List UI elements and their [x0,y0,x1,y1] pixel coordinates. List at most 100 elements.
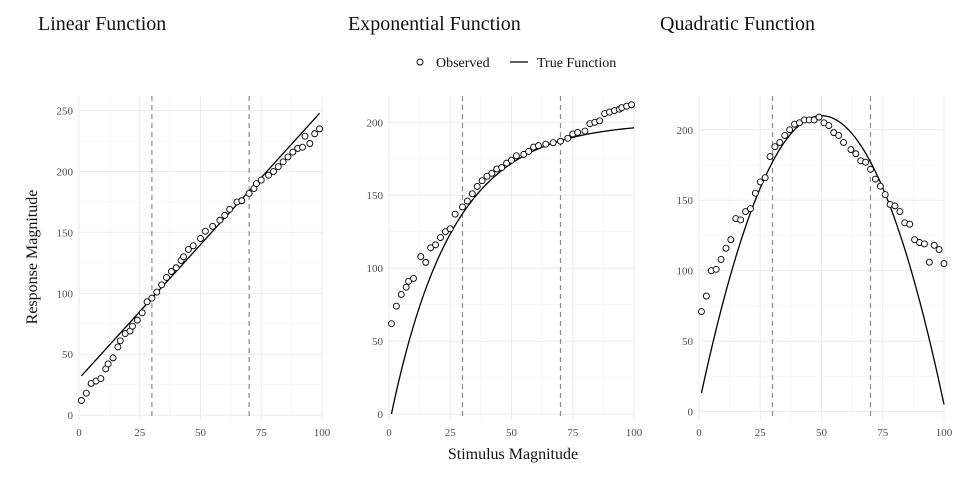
observed-point [265,171,272,179]
y-tick-label: 150 [57,227,74,239]
x-tick-label: 75 [877,427,889,439]
observed-point [747,205,754,213]
observed-point [596,117,604,125]
y-tick-label: 200 [367,117,384,129]
y-axis-title: Response Magnitude [24,190,41,325]
observed-point [226,205,234,213]
observed-point [542,140,550,148]
y-tick-label: 0 [688,407,694,419]
observed-point [786,126,794,134]
observed-point [163,274,170,281]
observed-point [628,101,635,109]
x-tick-label: 0 [386,427,392,439]
observed-point [766,153,774,161]
observed-point [82,389,90,397]
observed-point [427,244,435,252]
observed-point [468,190,476,198]
observed-point [129,322,136,330]
observed-point [862,158,870,166]
observed-point [422,258,430,266]
y-tick-label: 0 [68,410,74,422]
observed-point [158,281,166,289]
y-tick-label: 100 [57,288,74,300]
panel-title-quadratic: Quadratic Function [660,13,815,35]
true-function-line-linear [80,112,321,377]
observed-point [97,375,105,383]
observed-point [574,129,582,136]
observed-point [815,113,823,121]
panel-title-exponential: Exponential Function [348,13,521,35]
observed-point [930,241,938,249]
observed-point [702,292,710,300]
x-axis-title: Stimulus Magnitude [448,446,578,463]
panel-title-linear: Linear Function [38,13,166,35]
observed-point [717,255,725,263]
observed-point [840,139,847,146]
x-tick-label: 50 [816,427,828,439]
observed-point [698,308,705,315]
legend-observed-label: Observed [436,56,490,71]
observed-point [289,148,297,156]
observed-point [751,189,759,197]
observed-point [564,134,572,142]
observed-point [209,222,217,230]
observed-point [876,182,884,190]
observed-point [143,298,151,306]
x-tick-label: 100 [314,427,331,439]
observed-point [167,267,175,275]
observed-point [535,142,542,150]
panel-exponential: 0 25 50 75 100 0 50 100 150 200 [367,96,643,439]
observed-point [925,258,933,266]
observed-point [397,291,405,298]
y-tick-label: 150 [677,195,694,207]
observed-point [402,283,410,291]
y-tick-label: 100 [677,266,694,278]
y-tick-label: 100 [367,263,384,275]
observed-point [871,175,879,183]
observed-point [216,216,224,224]
x-tick-label: 75 [256,427,268,439]
legend-observed-marker [416,58,424,66]
panel-quadratic: 0 25 50 75 100 0 50 100 150 200 [677,96,953,439]
observed-point [520,150,528,158]
observed-point [189,242,197,250]
x-tick-label: 0 [76,427,82,439]
x-tick-label: 0 [696,427,702,439]
observed-point [459,203,466,211]
observed-point [133,316,141,324]
x-tick-label: 25 [755,427,767,439]
observed-point [279,158,287,166]
observed-point [906,220,914,228]
observed-point [301,132,309,140]
observed-point [306,140,314,147]
observed-point [109,354,117,362]
observed-point [549,139,557,147]
y-tick-label: 0 [378,409,384,421]
observed-point [311,130,319,138]
observed-point [896,208,904,215]
legend-true-label: True Function [537,56,616,71]
observed-point [722,244,730,252]
observed-point [245,189,253,197]
observed-point [417,253,425,260]
observed-point [478,177,486,185]
observed-point [776,139,784,146]
observed-point [104,360,112,368]
observed-point [727,236,735,244]
observed-point [221,211,229,219]
observed-point [197,235,204,242]
true-function-line-quadratic [700,115,945,405]
observed-point [441,228,449,236]
observed-point [257,176,265,184]
y-tick-label: 50 [682,336,694,348]
observed-point [781,131,789,139]
observed-point [508,156,515,164]
y-tick-label: 50 [372,336,384,348]
y-tick-label: 50 [62,349,74,361]
observed-point [881,191,889,199]
observed-point [388,320,395,328]
observed-point [581,127,589,135]
x-tick-label: 50 [195,427,207,439]
observed-point [852,150,860,158]
observed-point [446,225,454,233]
